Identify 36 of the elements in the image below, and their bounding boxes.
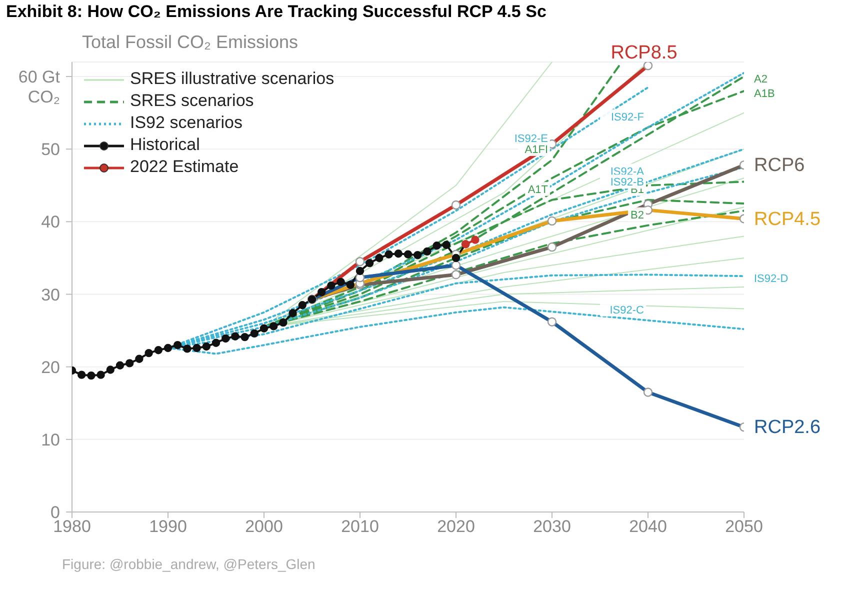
chart-title: Exhibit 8: How CO₂ Emissions Are Tracking Successful RCP 4.5 Sc [5, 1, 548, 23]
annotation: IS92-F [610, 111, 644, 124]
x-tick-label: 1990 [149, 517, 187, 536]
y-tick-label: 20 [41, 358, 60, 377]
y-tick-label: 10 [41, 430, 60, 450]
legend-label: SRES scenarios [129, 90, 255, 112]
legend-label: Historical [129, 134, 201, 156]
x-tick-label: 2000 [245, 517, 283, 536]
annotation: IS92-C [610, 304, 644, 316]
annotation: B2 [630, 209, 644, 222]
x-tick-label: 2020 [437, 517, 475, 536]
y-tick-label: 60 Gt CO₂ [18, 68, 60, 107]
annotation: RCP6 [754, 155, 805, 176]
annotation: IS92-A [610, 166, 645, 178]
annotation: RCP8.5 [610, 42, 678, 64]
annotation: IS92-E [514, 133, 548, 146]
legend-label: IS92 scenarios [129, 112, 244, 134]
chart-subtitle: Total Fossil CO₂ Emissions [82, 32, 298, 53]
annotation: A1T [528, 184, 548, 196]
annotation: RCP4.5 [754, 208, 821, 230]
annotation: A1FI [524, 144, 548, 156]
x-tick-label: 2040 [629, 517, 667, 536]
x-tick-label: 2050 [725, 517, 763, 536]
legend-label: 2022 Estimate [129, 156, 240, 178]
x-tick-label: 2010 [341, 517, 379, 536]
x-tick-label: 1980 [53, 517, 91, 536]
annotation: IS92-D [754, 273, 788, 286]
y-tick-label: 40 [41, 212, 60, 232]
legend-label: SRES illustrative scenarios [129, 68, 334, 90]
annotation: RCP2.6 [754, 417, 821, 438]
annotation: A2 [754, 74, 768, 86]
text: Figure: @robbie_andrew, @Peters_Glen [61, 556, 316, 572]
y-tick-label: 50 [41, 140, 60, 160]
x-tick-label: 2030 [533, 517, 571, 536]
annotation: A1B [754, 88, 775, 100]
y-tick-label: 30 [41, 285, 60, 304]
